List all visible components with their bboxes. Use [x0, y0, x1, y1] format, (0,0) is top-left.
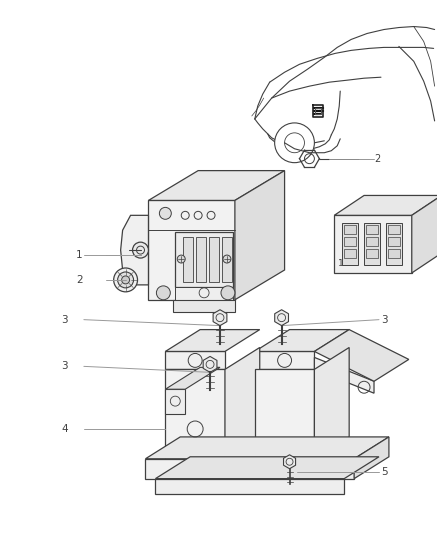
- Text: 2: 2: [76, 275, 82, 285]
- Polygon shape: [165, 389, 185, 414]
- Polygon shape: [225, 348, 260, 459]
- Bar: [342, 223, 358, 265]
- Text: 3: 3: [61, 314, 67, 325]
- Bar: [386, 223, 402, 265]
- Circle shape: [159, 207, 171, 219]
- Bar: [366, 225, 378, 234]
- Polygon shape: [255, 369, 314, 459]
- Text: 2: 2: [374, 154, 380, 164]
- Circle shape: [223, 255, 231, 263]
- Polygon shape: [314, 329, 409, 381]
- Bar: [175, 232, 233, 287]
- Circle shape: [122, 276, 130, 284]
- Circle shape: [156, 286, 170, 300]
- Polygon shape: [255, 351, 314, 369]
- Polygon shape: [213, 310, 227, 326]
- Bar: [173, 300, 235, 312]
- Polygon shape: [235, 171, 285, 300]
- Polygon shape: [148, 171, 285, 200]
- Text: 1: 1: [338, 259, 344, 268]
- Text: 5: 5: [381, 467, 388, 477]
- Polygon shape: [165, 369, 225, 459]
- Circle shape: [114, 268, 138, 292]
- Polygon shape: [145, 459, 354, 479]
- Text: 4: 4: [61, 424, 67, 434]
- Circle shape: [177, 255, 185, 263]
- Bar: [196, 237, 206, 282]
- Polygon shape: [155, 457, 379, 479]
- Text: 3: 3: [61, 361, 67, 372]
- Bar: [388, 237, 400, 246]
- Bar: [388, 225, 400, 234]
- Bar: [344, 237, 356, 246]
- Polygon shape: [165, 367, 220, 389]
- Polygon shape: [165, 329, 260, 351]
- Circle shape: [118, 272, 134, 288]
- Polygon shape: [155, 479, 344, 494]
- Bar: [366, 237, 378, 246]
- Polygon shape: [334, 196, 438, 215]
- Bar: [388, 249, 400, 258]
- Polygon shape: [120, 215, 148, 285]
- Circle shape: [221, 286, 235, 300]
- Polygon shape: [283, 455, 296, 469]
- Bar: [334, 215, 412, 273]
- Bar: [364, 223, 380, 265]
- Polygon shape: [354, 437, 389, 479]
- Bar: [209, 237, 219, 282]
- Polygon shape: [148, 200, 235, 300]
- Text: 1: 1: [76, 250, 82, 260]
- Polygon shape: [255, 329, 349, 351]
- Bar: [344, 249, 356, 258]
- Circle shape: [275, 123, 314, 163]
- Bar: [175, 287, 233, 300]
- Bar: [222, 237, 232, 282]
- Polygon shape: [275, 310, 289, 326]
- Polygon shape: [314, 348, 349, 459]
- Polygon shape: [314, 358, 374, 393]
- Text: 3: 3: [381, 314, 388, 325]
- Bar: [366, 249, 378, 258]
- Bar: [344, 225, 356, 234]
- Polygon shape: [412, 196, 438, 273]
- Circle shape: [133, 242, 148, 258]
- Polygon shape: [145, 437, 389, 459]
- Polygon shape: [165, 351, 225, 369]
- Polygon shape: [203, 357, 217, 373]
- Bar: [183, 237, 193, 282]
